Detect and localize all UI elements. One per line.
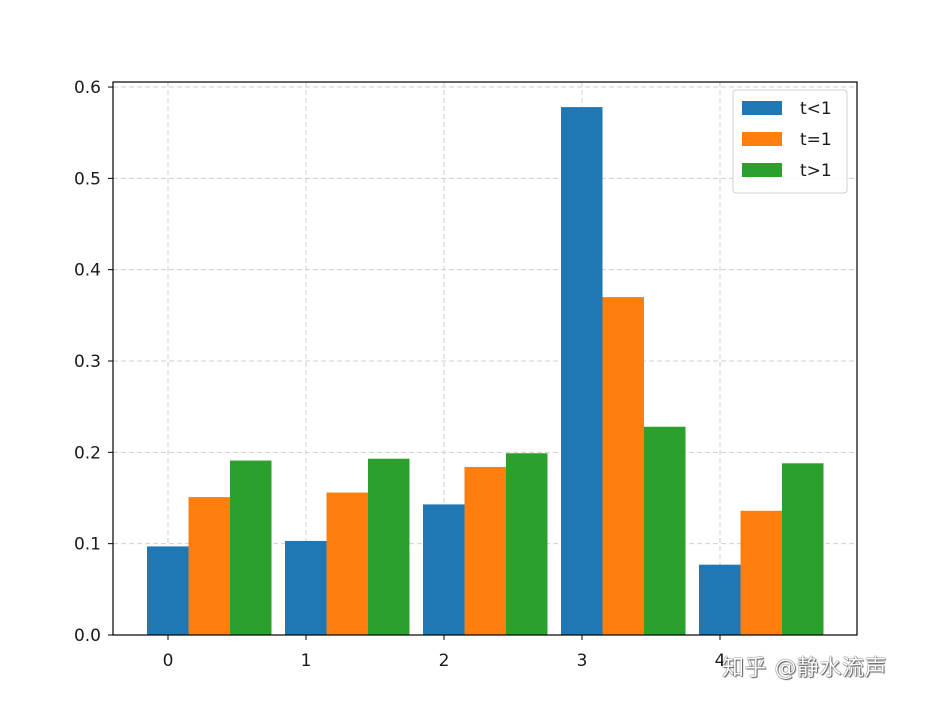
bar-t>1-2: [506, 453, 548, 635]
bar-t>1-1: [368, 458, 410, 635]
watermark: 知乎 @静水流声: [722, 656, 887, 681]
bar-t<1-0: [147, 546, 189, 635]
x-tick-label: 3: [577, 651, 588, 671]
plot-frame: [112, 81, 858, 636]
legend-swatch: [742, 163, 782, 177]
bar-t=1-2: [464, 466, 506, 635]
bar-t>1-0: [230, 460, 272, 635]
legend-swatch: [742, 132, 782, 146]
bar-t>1-3: [644, 426, 686, 635]
bar-t=1-1: [326, 492, 368, 635]
x-tick-label: 1: [301, 651, 312, 671]
bar-t>1-4: [782, 463, 824, 635]
legend-swatch: [742, 101, 782, 115]
y-tick-label: 0.5: [74, 169, 101, 189]
bar-t<1-2: [423, 504, 465, 635]
bars: [147, 107, 824, 636]
bar-t<1-4: [699, 564, 741, 635]
bar-t<1-3: [561, 107, 603, 636]
y-tick-label: 0.2: [74, 443, 101, 463]
y-tick-label: 0.6: [74, 78, 101, 98]
axes: 0.0 0.1 0.2 0.3 0.4 0.5 0.6 0 1 2 3 4: [74, 78, 725, 671]
bar-t=1-0: [188, 497, 230, 635]
legend: t<1 t=1 t>1: [732, 89, 848, 194]
bar-t=1-3: [602, 297, 644, 635]
bar-t=1-4: [740, 510, 782, 635]
x-tick-label: 0: [163, 651, 174, 671]
x-tick-label: 4: [715, 651, 726, 671]
y-tick-label: 0.3: [74, 352, 101, 372]
x-tick-label: 2: [439, 651, 450, 671]
legend-label: t>1: [800, 161, 832, 181]
y-tick-label: 0.4: [74, 261, 101, 281]
legend-label: t<1: [800, 99, 832, 119]
legend-label: t=1: [800, 130, 832, 150]
bar-t<1-1: [285, 540, 327, 635]
y-tick-label: 0.1: [74, 535, 101, 555]
y-tick-label: 0.0: [74, 626, 101, 646]
